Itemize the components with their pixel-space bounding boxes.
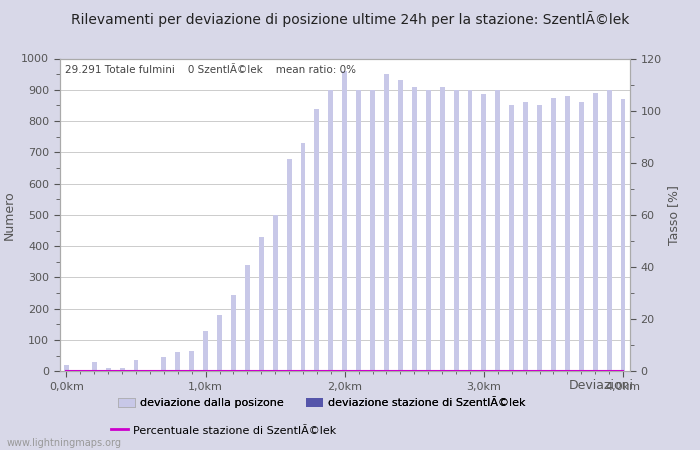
Bar: [454, 90, 458, 371]
Bar: [162, 357, 167, 371]
Text: 29.291 Totale fulmini    0 SzentlÃ©lek    mean ratio: 0%: 29.291 Totale fulmini 0 SzentlÃ©lek mean…: [65, 65, 356, 75]
Bar: [398, 81, 402, 371]
Bar: [217, 315, 222, 371]
Bar: [440, 87, 444, 371]
Bar: [496, 90, 500, 371]
Bar: [287, 158, 291, 371]
Bar: [565, 96, 570, 371]
Text: www.lightningmaps.org: www.lightningmaps.org: [7, 438, 122, 448]
Bar: [482, 94, 486, 371]
Bar: [370, 90, 375, 371]
Bar: [551, 98, 556, 371]
Bar: [426, 90, 430, 371]
Bar: [120, 368, 125, 371]
Bar: [523, 102, 528, 371]
Bar: [384, 74, 389, 371]
Bar: [342, 71, 347, 371]
Bar: [537, 105, 542, 371]
Bar: [189, 351, 194, 371]
Text: Rilevamenti per deviazione di posizione ultime 24h per la stazione: SzentlÃ©lek: Rilevamenti per deviazione di posizione …: [71, 11, 629, 27]
Bar: [607, 90, 612, 371]
Bar: [134, 360, 139, 371]
Bar: [106, 368, 111, 371]
Bar: [92, 362, 97, 371]
Bar: [593, 93, 598, 371]
Y-axis label: Numero: Numero: [3, 190, 15, 240]
Bar: [259, 237, 264, 371]
Bar: [64, 365, 69, 371]
Legend: deviazione dalla posizone, deviazione stazione di SzentlÃ©lek: deviazione dalla posizone, deviazione st…: [113, 394, 531, 413]
Bar: [510, 105, 514, 371]
Bar: [356, 90, 361, 371]
Bar: [231, 295, 236, 371]
Bar: [148, 370, 153, 371]
Bar: [273, 215, 278, 371]
Bar: [78, 370, 83, 371]
Bar: [468, 90, 472, 371]
Bar: [175, 352, 180, 371]
Y-axis label: Tasso [%]: Tasso [%]: [667, 185, 680, 245]
Bar: [579, 102, 584, 371]
Bar: [245, 265, 250, 371]
Legend: Percentuale stazione di SzentlÃ©lek: Percentuale stazione di SzentlÃ©lek: [107, 421, 341, 440]
Text: Deviazioni: Deviazioni: [568, 379, 634, 392]
Bar: [300, 143, 305, 371]
Bar: [412, 87, 416, 371]
Bar: [621, 99, 626, 371]
Bar: [314, 108, 319, 371]
Bar: [328, 90, 333, 371]
Bar: [203, 331, 208, 371]
